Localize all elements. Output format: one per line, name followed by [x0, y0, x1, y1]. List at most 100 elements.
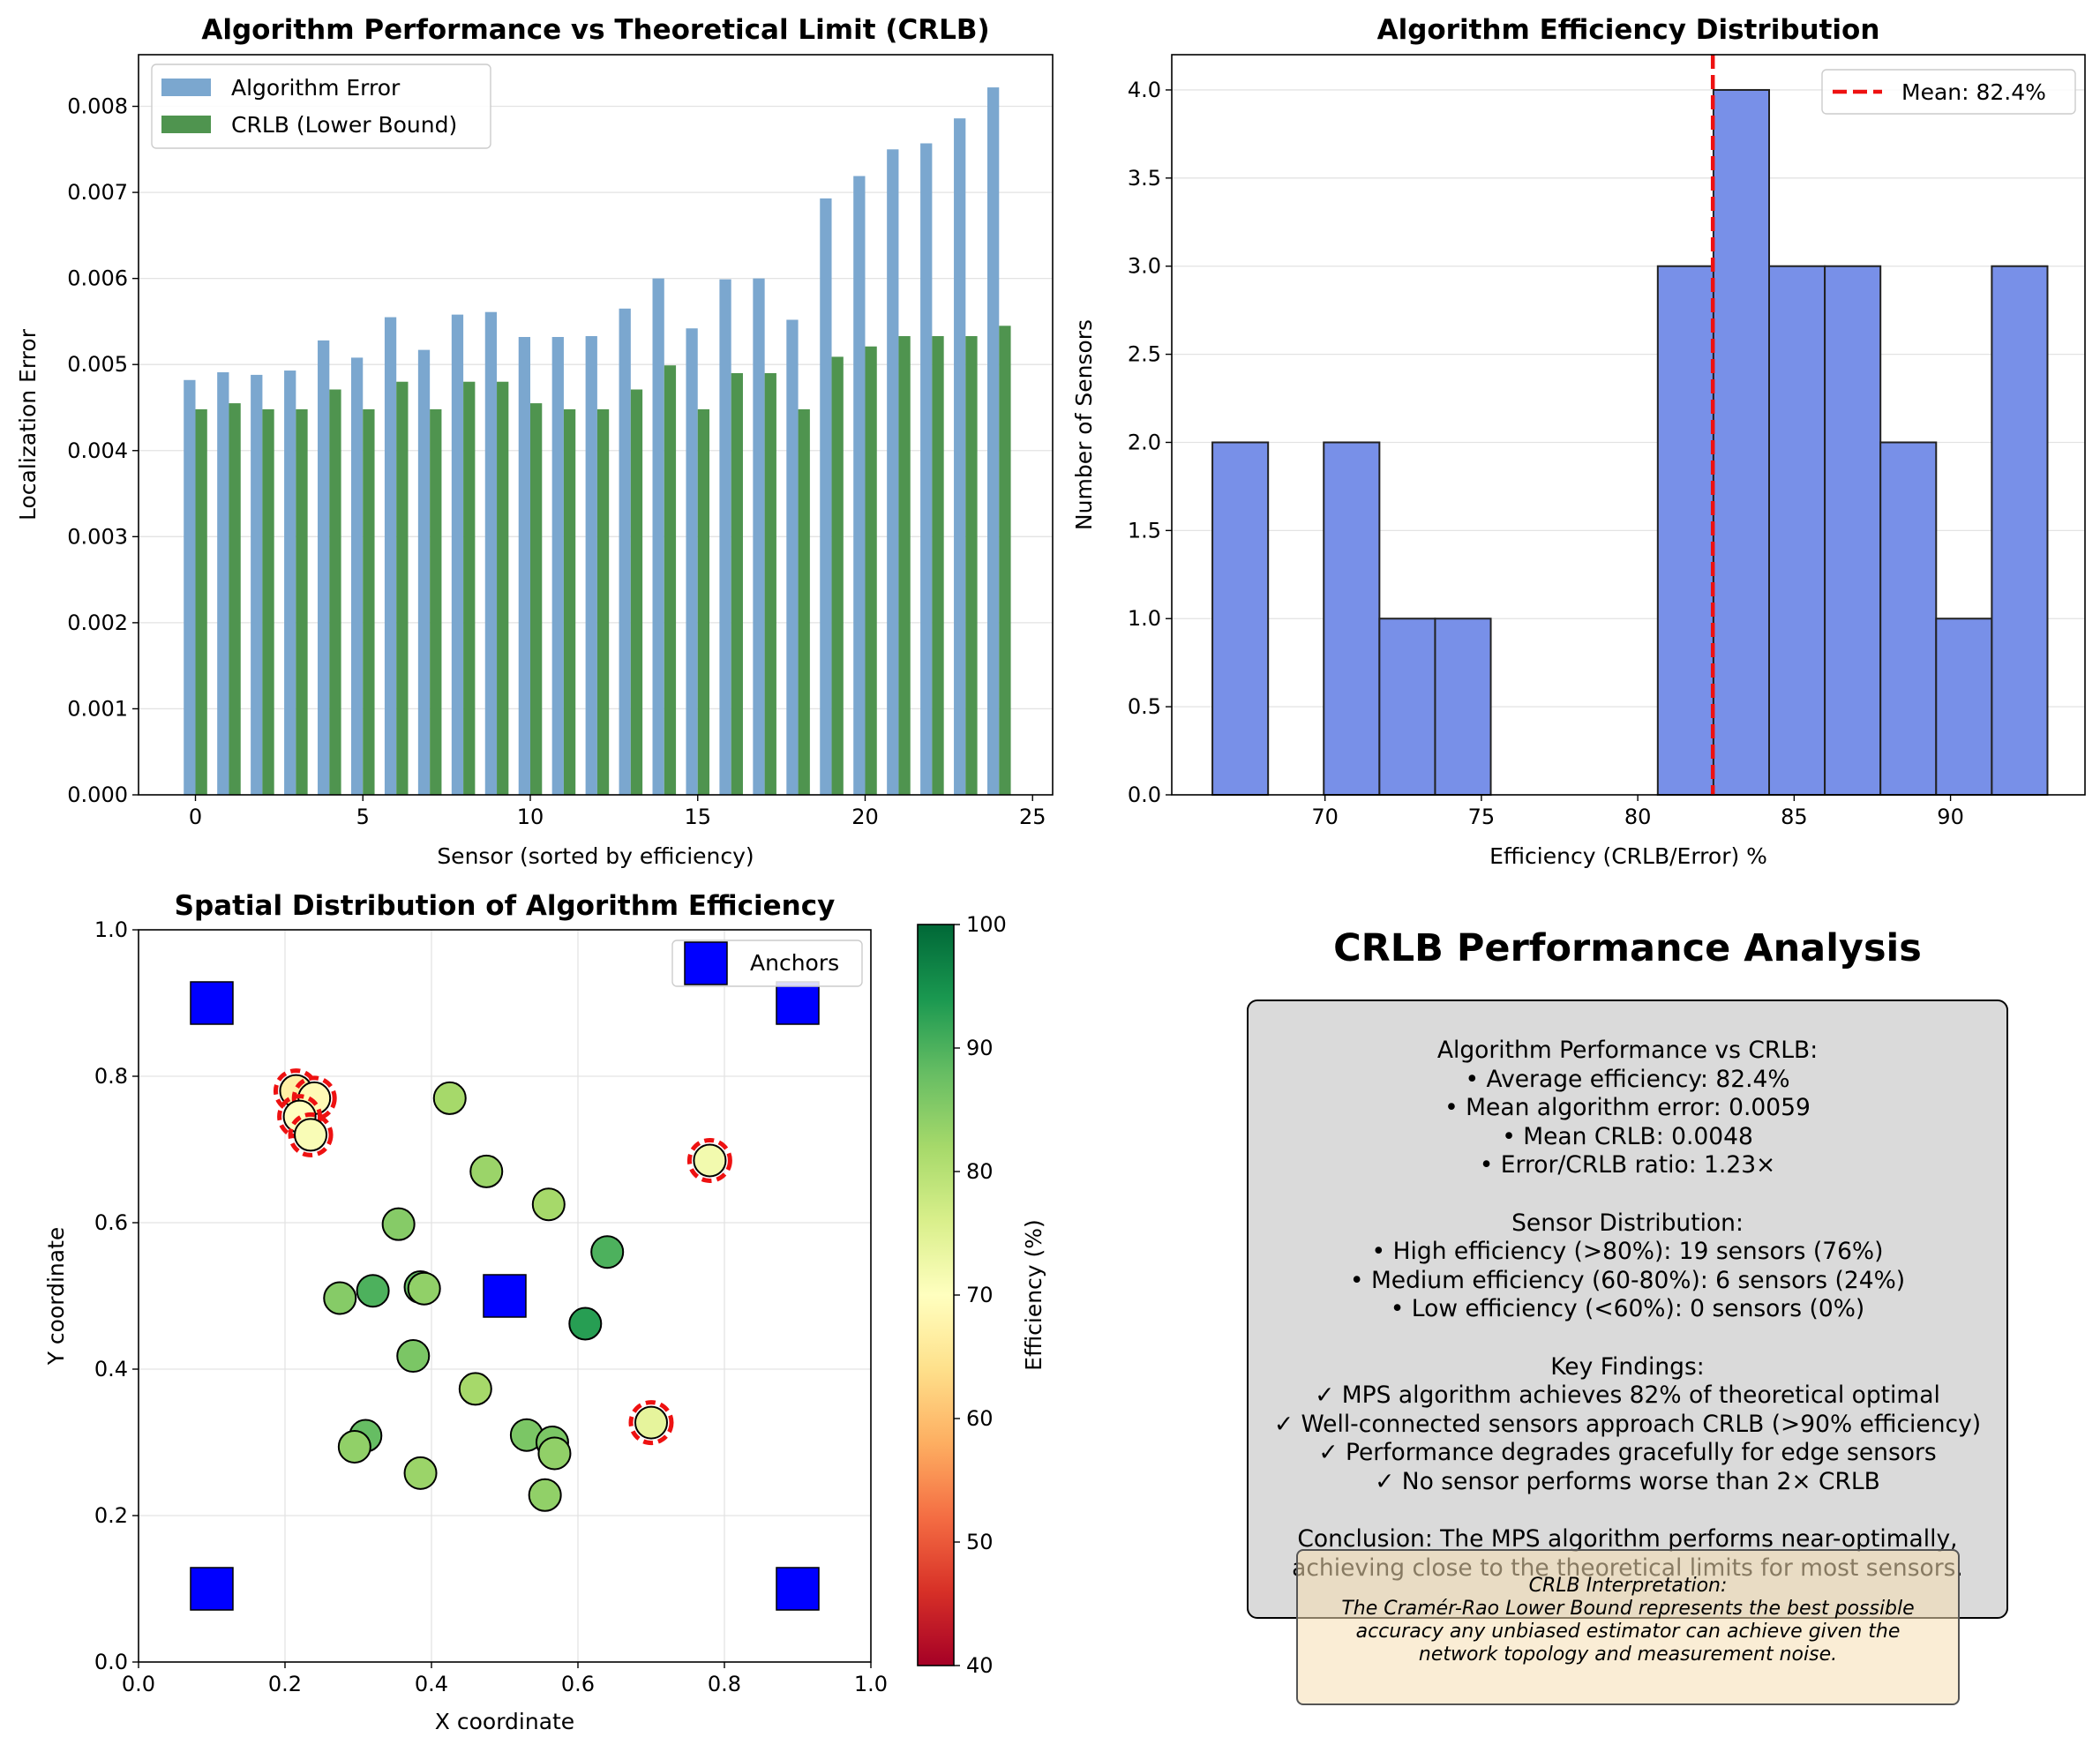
x-axis-label: Efficiency (CRLB/Error) % — [1489, 843, 1767, 869]
bar-crlb — [497, 381, 509, 795]
bar-crlb — [262, 408, 274, 795]
legend-swatch — [161, 116, 211, 133]
legend-swatch — [684, 941, 728, 985]
summary-line: • Low efficiency (<60%): 0 sensors (0%) — [1390, 1295, 1865, 1323]
x-tick-label: 0.0 — [122, 1672, 155, 1696]
legend-label: CRLB (Lower Bound) — [231, 112, 457, 138]
chart-title: Algorithm Efficiency Distribution — [1377, 14, 1880, 46]
x-axis-label: X coordinate — [435, 1709, 574, 1734]
summary-line: • Mean CRLB: 0.0048 — [1502, 1122, 1753, 1150]
bar-crlb — [596, 408, 610, 795]
bar-crlb — [430, 408, 442, 795]
bar-crlb — [296, 408, 308, 795]
summary-line: Conclusion: The MPS algorithm performs n… — [1297, 1525, 1958, 1554]
bar-algorithm-error — [318, 340, 330, 795]
low-efficiency-ring — [686, 1137, 732, 1183]
histogram-bin — [1656, 265, 1714, 796]
bar-algorithm-error — [987, 87, 1000, 796]
interpretation-line: CRLB Interpretation: — [1528, 1575, 1728, 1597]
anchor-marker — [190, 981, 234, 1025]
legend: Mean: 82.4% — [1821, 69, 2076, 115]
sensor-point — [693, 1143, 727, 1178]
legend-label: Anchors — [750, 950, 839, 976]
bar-crlb — [463, 381, 476, 795]
histogram-bin — [1323, 441, 1381, 796]
y-axis-label: Number of Sensors — [1071, 319, 1097, 530]
bar-crlb — [530, 403, 543, 795]
sensor-point — [469, 1154, 504, 1188]
low-efficiency-ring — [628, 1400, 674, 1446]
bar-algorithm-error — [251, 374, 263, 795]
bar-algorithm-error — [184, 379, 196, 795]
y-tick-label: 0.002 — [67, 610, 128, 635]
y-tick-label: 0.4 — [94, 1357, 128, 1381]
bar-crlb — [898, 336, 911, 795]
y-tick-label: 0.2 — [94, 1503, 128, 1528]
y-tick-label: 1.0 — [1128, 606, 1161, 631]
histogram-bin — [1434, 618, 1492, 796]
interpretation-line: network topology and measurement noise. — [1418, 1643, 1838, 1666]
legend-label: Mean: 82.4% — [1901, 79, 2046, 105]
sensor-point — [337, 1429, 371, 1464]
summary-line: • High efficiency (>80%): 19 sensors (76… — [1371, 1238, 1884, 1266]
summary-title: CRLB Performance Analysis — [1333, 926, 1922, 970]
colorbar-tick-label: 90 — [966, 1036, 994, 1060]
bar-algorithm-error — [686, 328, 698, 796]
summary-line: ✓ MPS algorithm achieves 82% of theoreti… — [1315, 1381, 1940, 1410]
histogram-bin — [1824, 265, 1882, 796]
x-tick-label: 20 — [851, 805, 879, 829]
bar-algorithm-error — [284, 371, 296, 795]
summary-line: • Error/CRLB ratio: 1.23× — [1479, 1151, 1776, 1179]
bar-crlb — [363, 408, 375, 795]
colorbar-label: Efficiency (%) — [1021, 1219, 1046, 1371]
bar-algorithm-error — [384, 317, 397, 795]
chart-title: Spatial Distribution of Algorithm Effici… — [175, 890, 836, 922]
x-tick-label: 0.4 — [415, 1672, 448, 1696]
bar-algorithm-error — [820, 198, 832, 795]
bar-algorithm-error — [753, 278, 765, 796]
bar-crlb — [396, 381, 409, 795]
summary-line: Sensor Distribution: — [1511, 1209, 1744, 1237]
summary-line: Algorithm Performance vs CRLB: — [1436, 1037, 1819, 1064]
summary-line: • Mean algorithm error: 0.0059 — [1444, 1094, 1811, 1122]
bar-algorithm-error — [518, 336, 530, 795]
axes-frame — [1171, 54, 2086, 796]
x-tick-label: 0.6 — [561, 1672, 595, 1696]
y-tick-label: 0.000 — [67, 782, 128, 807]
bar-algorithm-error — [786, 319, 799, 795]
sensor-point — [531, 1187, 566, 1222]
bar-algorithm-error — [719, 279, 731, 796]
bar-algorithm-error — [853, 176, 866, 795]
x-tick-label: 75 — [1468, 805, 1496, 829]
bar-crlb — [764, 372, 776, 795]
bar-algorithm-error — [551, 336, 564, 795]
colorbar-tick-label: 60 — [966, 1406, 994, 1431]
bar-crlb — [630, 389, 643, 795]
x-tick-label: 10 — [517, 805, 544, 829]
y-tick-label: 4.0 — [1128, 78, 1161, 102]
x-tick-label: 0 — [189, 805, 202, 829]
bar-crlb — [329, 389, 341, 795]
sensor-point — [590, 1235, 625, 1269]
legend: Algorithm Error CRLB (Lower Bound) — [151, 64, 491, 149]
bar-algorithm-error — [619, 308, 631, 795]
legend-frame — [1821, 69, 2076, 115]
x-tick-label: 5 — [356, 805, 370, 829]
histogram-bin — [1768, 265, 1826, 796]
bar-crlb — [999, 326, 1011, 796]
x-tick-label: 0.2 — [268, 1672, 302, 1696]
anchor-marker — [776, 1567, 820, 1611]
interpretation-text: CRLB Interpretation: The Cramér-Rao Lower… — [1296, 1575, 1960, 1666]
summary-line — [1247, 1324, 2008, 1353]
summary-text: Algorithm Performance vs CRLB: • Average … — [1247, 1037, 2008, 1583]
sensor-point — [458, 1372, 492, 1406]
summary-line — [1247, 1180, 2008, 1209]
legend-frame — [151, 64, 491, 149]
anchor-marker — [483, 1274, 527, 1318]
y-tick-label: 0.001 — [67, 696, 128, 721]
bar-crlb — [831, 356, 844, 795]
low-efficiency-ring — [288, 1112, 334, 1157]
y-tick-label: 2.0 — [1128, 430, 1161, 454]
bar-crlb — [965, 336, 978, 795]
